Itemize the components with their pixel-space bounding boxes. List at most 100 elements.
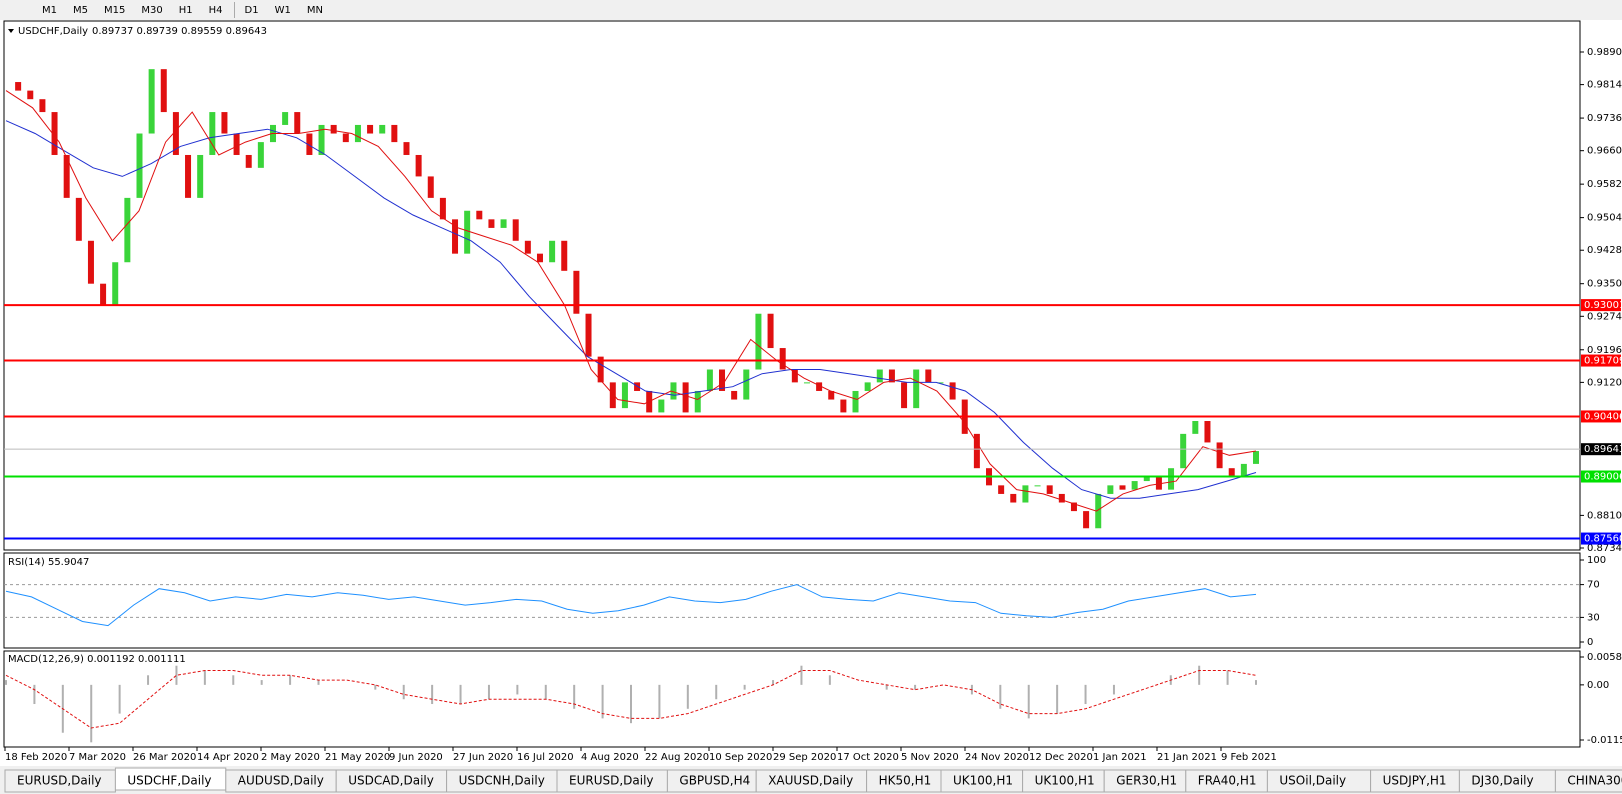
candle [452,219,459,254]
x-tick-label: 1 Jan 2021 [1093,752,1147,763]
candle [1180,433,1187,469]
candle [415,154,422,177]
x-tick-label: 5 Nov 2020 [901,752,959,763]
timeframe-button[interactable]: M1 [42,5,57,16]
candle [197,154,204,198]
level-label: 0.93001 [1584,300,1622,311]
timeframe-button[interactable]: M15 [104,5,125,16]
tab-label[interactable]: DJ30,Daily [1471,774,1533,788]
x-tick-label: 17 Oct 2020 [837,752,899,763]
x-tick-label: 22 Aug 2020 [645,752,709,763]
candle [403,142,410,155]
level-label-box [1581,354,1621,367]
candle [1119,485,1126,490]
timeframe-button[interactable]: MN [307,5,323,16]
x-tick-label: 4 Aug 2020 [581,752,639,763]
candle [876,369,883,383]
level-label-box [1581,410,1621,423]
level-label: 0.87560 [1584,534,1622,545]
y-tick-label: 30 [1587,612,1600,623]
x-tick-label: 21 Jan 2021 [1157,752,1217,763]
level-label-box [1581,532,1621,545]
candle [318,124,325,155]
symbol-title: USDCHF,Daily [18,26,88,37]
candle [330,124,337,134]
candle [476,210,483,220]
candle [1070,502,1077,512]
y-tick-label: 0.00 [1587,680,1609,691]
x-tick-label: 21 May 2020 [325,752,390,763]
candle [439,197,446,220]
candle [1083,511,1090,529]
macd-panel [3,650,1581,748]
timeframe-button[interactable]: M5 [73,5,88,16]
timeframe-button[interactable]: D1 [245,5,259,16]
candle [852,390,859,413]
candle [779,348,786,370]
tab-label[interactable]: USDCHF,Daily [127,774,211,788]
candle [901,382,908,409]
tab-label[interactable]: XAUUSD,Daily [768,774,853,788]
rsi-line [5,584,1257,627]
candle [536,253,543,263]
candle [1216,442,1223,469]
candle [148,69,155,134]
timeframe-button[interactable]: W1 [275,5,291,16]
tab-label[interactable]: USDCNH,Daily [459,774,545,788]
candle [100,283,107,306]
candle [63,154,70,198]
candle [160,69,167,113]
candle [391,124,398,143]
tab-label[interactable]: CHINA300,H1 [1567,774,1622,788]
candle [743,369,750,400]
tab-label[interactable]: USDCAD,Daily [348,774,434,788]
candle [27,90,34,100]
candle [39,99,46,113]
y-tick-label: 0 [1587,637,1593,648]
candle [500,219,507,228]
candle [282,112,289,125]
tab-label[interactable]: AUDUSD,Daily [238,774,324,788]
x-tick-label: 24 Nov 2020 [965,752,1029,763]
candle [694,390,701,413]
candle [15,82,22,91]
candle [488,219,495,228]
timeframe-button[interactable]: M30 [141,5,162,16]
candle [524,240,531,254]
x-tick-label: 14 Apr 2020 [197,752,259,763]
tab-label[interactable]: GER30,H1 [1116,774,1177,788]
x-tick-label: 10 Sep 2020 [709,752,772,763]
candle [1058,493,1065,503]
candle [840,399,847,413]
tab-label[interactable]: FRA40,H1 [1198,774,1257,788]
tab-label[interactable]: HK50,H1 [879,774,932,788]
tab-label[interactable]: USOil,Daily [1279,774,1346,788]
timeframe-button[interactable]: H4 [209,5,223,16]
tab-label[interactable]: USDJPY,H1 [1383,774,1447,788]
candle [1010,493,1017,503]
level-label: 0.90406 [1584,411,1622,422]
tab-label[interactable]: EURUSD,Daily [569,774,654,788]
y-tick-label: 0.005818 [1587,652,1622,663]
signal-line [5,670,1257,729]
tab-label[interactable]: UK100,H1 [953,774,1013,788]
candle [973,433,980,469]
candle [245,154,252,168]
tab-label[interactable]: UK100,H1 [1035,774,1095,788]
timeframe-button[interactable]: H1 [179,5,193,16]
candle [136,133,143,198]
moving-average [5,120,1257,499]
candle [731,390,738,400]
tab-label[interactable]: GBPUSD,H4 [679,774,750,788]
candle [634,382,641,391]
candle [1046,485,1053,494]
y-tick-label: 100 [1587,555,1606,566]
candle [1204,420,1211,443]
candle [670,382,677,400]
tab-label[interactable]: EURUSD,Daily [17,774,102,788]
tab[interactable] [1554,769,1622,793]
